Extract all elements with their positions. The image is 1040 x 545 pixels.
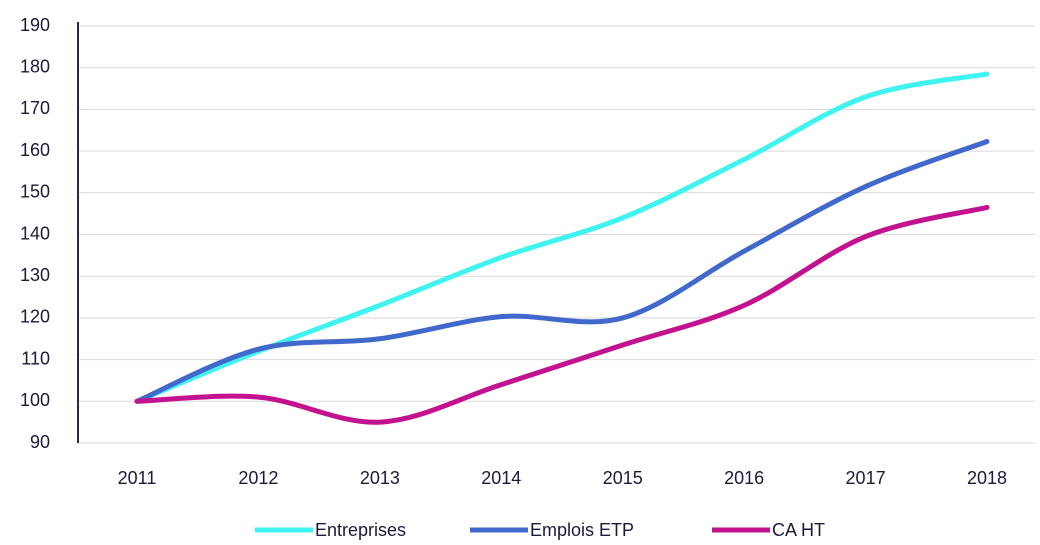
line bbox=[134, 139, 990, 404]
x-tick-label: 2015 bbox=[603, 468, 643, 488]
x-tick-label: 2018 bbox=[967, 468, 1007, 488]
line bbox=[134, 204, 990, 425]
y-tick-label: 180 bbox=[20, 56, 50, 76]
x-tick-label: 2017 bbox=[846, 468, 886, 488]
y-tick-label: 190 bbox=[20, 15, 50, 35]
legend-label: CA HT bbox=[772, 520, 825, 540]
y-tick-label: 120 bbox=[20, 307, 50, 327]
y-tick-label: 140 bbox=[20, 223, 50, 243]
y-tick-label: 90 bbox=[30, 432, 50, 452]
x-tick-label: 2011 bbox=[118, 468, 157, 488]
x-tick-label: 2016 bbox=[724, 468, 764, 488]
x-tick-label: 2012 bbox=[238, 468, 278, 488]
y-tick-label: 170 bbox=[20, 98, 50, 118]
y-tick-label: 110 bbox=[21, 348, 50, 368]
y-tick-label: 130 bbox=[20, 265, 50, 285]
y-tick-label: 100 bbox=[20, 390, 50, 410]
y-tick-label: 160 bbox=[20, 140, 50, 160]
legend-label: Entreprises bbox=[315, 520, 406, 540]
x-tick-label: 2013 bbox=[360, 468, 400, 488]
y-tick-label: 150 bbox=[20, 182, 50, 202]
x-tick-label: 2014 bbox=[481, 468, 521, 488]
legend-label: Emplois ETP bbox=[530, 520, 634, 540]
